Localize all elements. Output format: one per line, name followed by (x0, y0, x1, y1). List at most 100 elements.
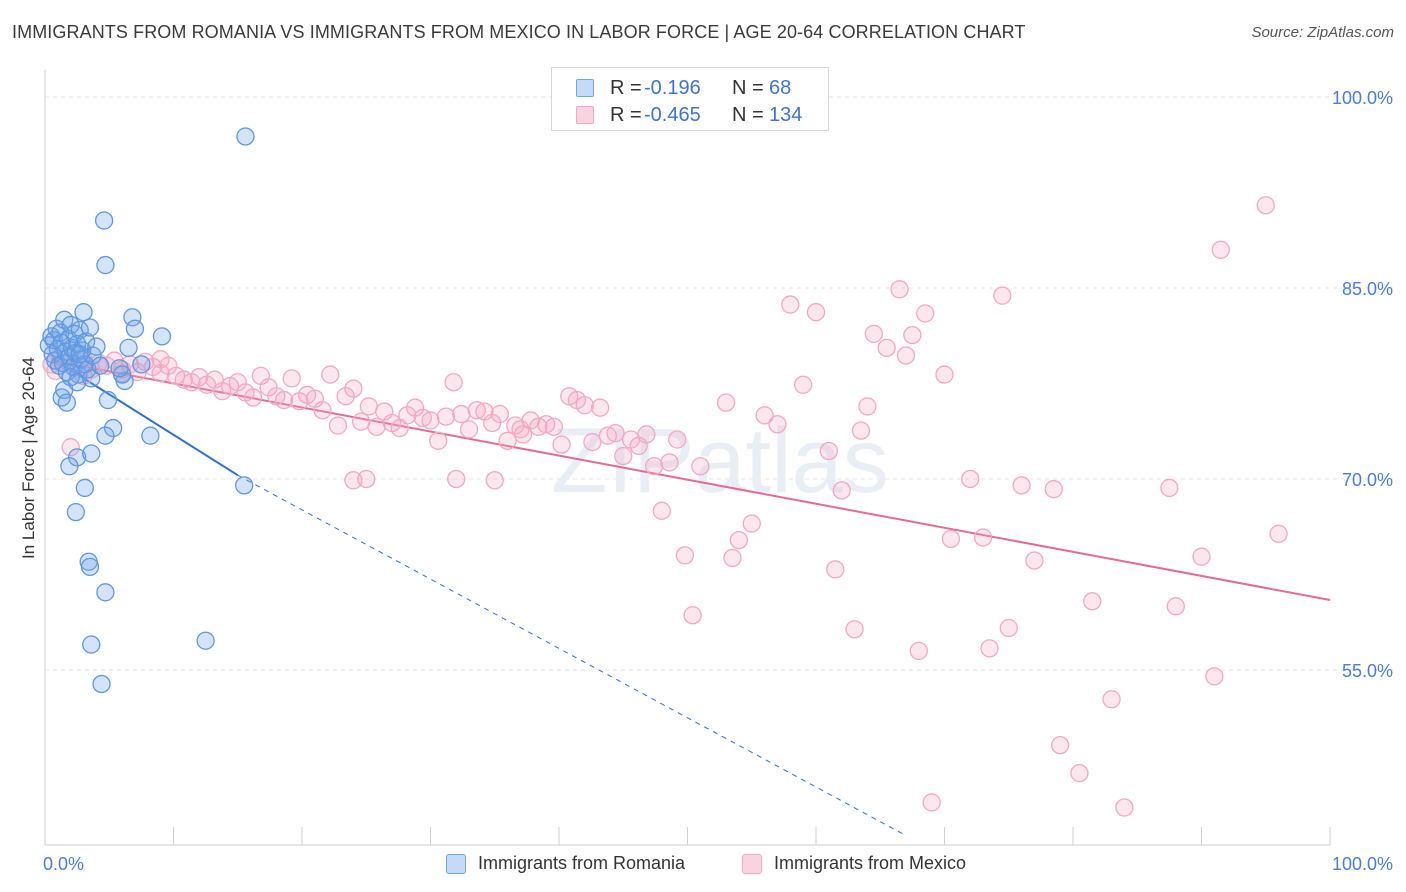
romania-point (67, 373, 87, 392)
romania-n-label: N = (732, 77, 764, 99)
romania-r-label: R = (610, 77, 642, 99)
mexico-point (1044, 480, 1063, 499)
mexico-point (421, 411, 440, 430)
mexico-point (858, 397, 877, 416)
mexico-point (151, 350, 170, 369)
mexico-point (683, 606, 702, 625)
mexico-point (336, 387, 355, 406)
romania-point (141, 426, 160, 445)
legend-row-mexico: R = -0.465 N = 134 (552, 102, 828, 128)
y-axis-label: In Labor Force | Age 20-64 (19, 357, 38, 559)
mexico-point (606, 424, 625, 443)
legend-row-romania: R = -0.196 N = 68 (552, 75, 828, 101)
mexico-point (513, 425, 533, 444)
legend-romania-label: Immigrants from Romania (478, 853, 686, 873)
mexico-point (941, 529, 961, 548)
mexico-point (313, 401, 332, 420)
mexico-point (1051, 735, 1070, 755)
data-points (39, 127, 1288, 817)
mexico-point (980, 639, 999, 658)
romania-point (61, 315, 80, 335)
romania-point (123, 308, 142, 327)
mexico-point (1192, 547, 1211, 566)
mexico-r-value: -0.465 (644, 104, 701, 126)
mexico-point (1211, 240, 1230, 259)
romania-point (74, 303, 93, 322)
chart-title: IMMIGRANTS FROM ROMANIA VS IMMIGRANTS FR… (12, 22, 1026, 42)
mexico-point (344, 379, 363, 398)
mexico-point (447, 469, 466, 489)
mexico-point (552, 435, 571, 454)
mexico-point (444, 373, 463, 392)
mexico-point (973, 528, 993, 547)
mexico-point (1083, 592, 1102, 611)
mexico-point (328, 416, 348, 435)
romania-point (80, 318, 100, 337)
mexico-point (359, 397, 378, 416)
mexico-point (511, 420, 530, 439)
legend-mexico-label: Immigrants from Mexico (774, 853, 967, 873)
mexico-point (1115, 798, 1134, 817)
romania-point (132, 355, 151, 374)
romania-point (70, 345, 89, 364)
mexico-n-label: N = (732, 104, 764, 126)
romania-point (80, 557, 100, 577)
mexico-point (614, 446, 633, 466)
mexico-point (999, 618, 1018, 638)
romania-point (57, 393, 76, 412)
axes (44, 70, 1331, 846)
mexico-point (1102, 690, 1121, 709)
mexico-point (61, 438, 80, 457)
mexico-point (922, 793, 941, 812)
mexico-point (490, 404, 510, 424)
mexico-point (344, 471, 363, 490)
mexico-point (935, 365, 954, 384)
mexico-point (851, 421, 871, 440)
mexico-point (877, 338, 896, 357)
y-tick-label: 70.0% (1342, 470, 1393, 490)
mexico-point (668, 430, 687, 449)
mexico-point (1166, 597, 1185, 616)
mexico-point (768, 415, 787, 434)
mexico-point (429, 431, 448, 450)
romania-point (96, 426, 115, 445)
romania-point (235, 476, 254, 495)
mexico-point (909, 641, 928, 661)
mexico-point (244, 388, 263, 407)
mexico-point (1269, 524, 1288, 543)
mexico-point (485, 471, 504, 490)
mexico-point (806, 303, 826, 322)
mexico-point (1025, 551, 1044, 570)
mexico-point (436, 407, 456, 426)
mexico-point (652, 501, 671, 520)
mexico-point (637, 425, 656, 444)
stats-legend: R = -0.196 N = 68 R = -0.465 N = 134 (551, 67, 829, 131)
mexico-point (498, 431, 517, 450)
romania-point (152, 327, 172, 346)
mexico-point (1070, 763, 1089, 783)
mexico-point (896, 346, 916, 365)
mexico-point (794, 375, 813, 394)
romania-point (125, 319, 145, 338)
mexico-point (467, 401, 486, 420)
mexico-point (1160, 478, 1179, 498)
mexico-point (660, 453, 679, 472)
romania-point (60, 457, 79, 476)
source-label: Source: ZipAtlas.com (1251, 24, 1394, 41)
mexico-point (575, 395, 594, 415)
mexico-point (1205, 667, 1224, 686)
legend-mexico-swatch (742, 854, 762, 874)
mexico-point (742, 514, 761, 533)
x-tick-label: 100.0% (1332, 854, 1393, 874)
mexico-point (583, 432, 602, 452)
y-tick-label: 55.0% (1342, 661, 1393, 681)
mexico-point (1256, 196, 1275, 215)
mexico-point (590, 398, 610, 417)
mexico-point (282, 369, 301, 388)
legend-romania-swatch (446, 854, 466, 874)
romania-point (92, 674, 111, 694)
mexico-point (864, 324, 883, 343)
romania-trend-extension (237, 474, 907, 836)
mexico-point (644, 457, 664, 476)
romania-point (94, 211, 114, 230)
